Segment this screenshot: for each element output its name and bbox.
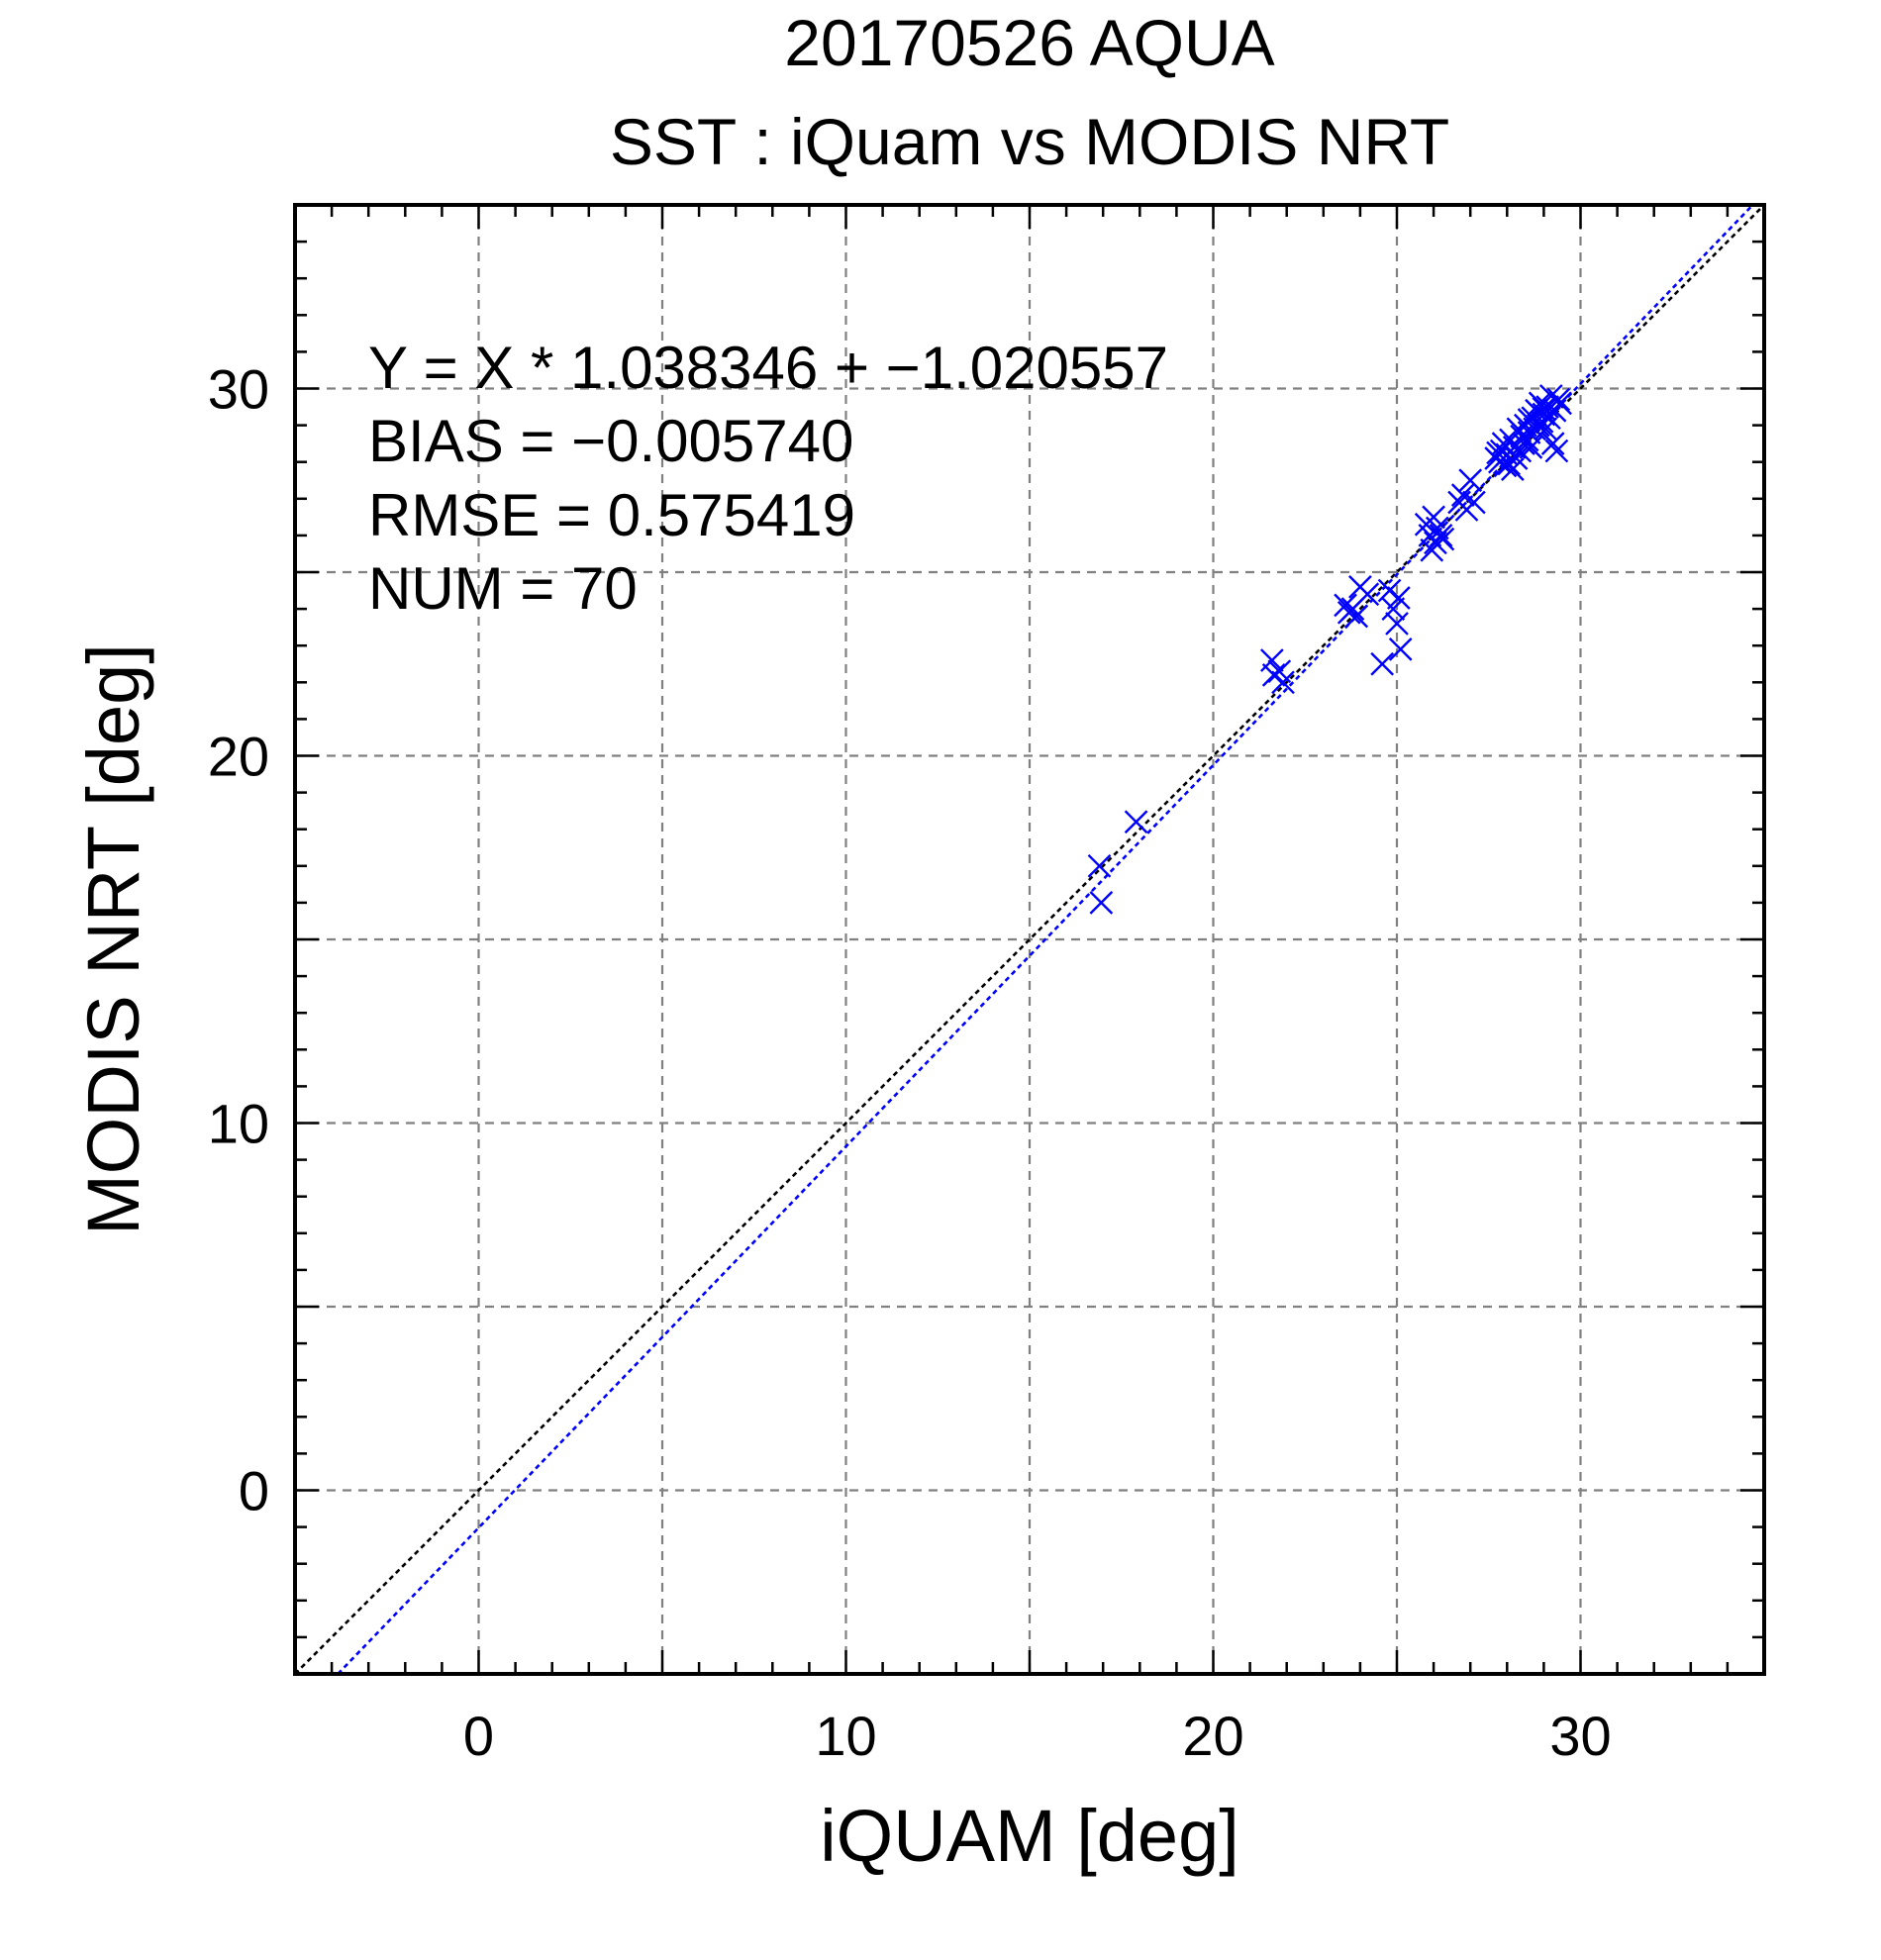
point-stroke [1489, 439, 1514, 463]
point-stroke [1087, 853, 1112, 878]
point-stroke [1267, 659, 1292, 684]
data-point [1462, 490, 1486, 515]
point-stroke [1540, 432, 1565, 455]
data-point [1431, 527, 1455, 551]
point-stroke [1355, 582, 1380, 607]
data-point [1344, 604, 1369, 629]
data-points [1087, 384, 1572, 915]
point-stroke [1532, 397, 1556, 421]
point-stroke [1377, 578, 1402, 603]
chart-subtitle: SST : iQuam vs MODIS NRT [610, 105, 1449, 178]
data-point [1087, 853, 1112, 878]
data-point [1489, 439, 1514, 463]
tick-labels: 0 10 20 30 0 10 20 30 [208, 358, 1612, 1768]
data-point [1450, 483, 1475, 507]
point-stroke [1544, 439, 1569, 463]
data-point [1532, 397, 1556, 421]
point-stroke [1388, 637, 1413, 661]
x-tick-label: 30 [1549, 1705, 1611, 1767]
point-stroke [1497, 451, 1522, 476]
point-stroke [1462, 490, 1486, 515]
data-point [1261, 663, 1286, 687]
data-point [1355, 582, 1380, 607]
data-point [1548, 391, 1572, 416]
point-stroke [1089, 891, 1114, 915]
point-stroke [1334, 593, 1357, 618]
point-stroke [1429, 524, 1453, 547]
data-point [1429, 524, 1453, 547]
data-point [1519, 436, 1543, 459]
data-point [1388, 637, 1413, 661]
point-stroke [1431, 527, 1455, 551]
point-stroke [1387, 586, 1411, 610]
stats-regression-equation: Y = X * 1.038346 + −1.020557 [368, 335, 1168, 401]
point-stroke [1425, 516, 1449, 540]
y-tick-label: 0 [239, 1460, 269, 1522]
point-stroke [1261, 663, 1286, 687]
data-point [1517, 408, 1541, 432]
regression-fit-line [337, 204, 1754, 1675]
stats-num: NUM = 70 [368, 555, 638, 622]
data-point [1124, 810, 1148, 834]
data-point [1385, 612, 1409, 636]
point-stroke [1385, 612, 1409, 636]
point-stroke [1548, 391, 1572, 416]
point-stroke [1124, 810, 1148, 834]
point-stroke [1519, 436, 1543, 459]
point-stroke [1528, 391, 1552, 416]
data-point [1381, 597, 1406, 621]
y-tick-label: 30 [208, 358, 269, 421]
y-tick-label: 10 [208, 1093, 269, 1155]
stats-bias: BIAS = −0.005740 [368, 408, 853, 474]
point-stroke [1515, 428, 1539, 452]
x-tick-label: 20 [1182, 1705, 1243, 1767]
x-tick-label: 0 [463, 1705, 494, 1767]
data-point [1458, 468, 1483, 493]
data-point [1486, 441, 1510, 465]
data-point [1538, 384, 1563, 408]
point-stroke [1506, 417, 1531, 441]
data-point [1370, 651, 1395, 676]
chart-title: 20170526 AQUA [784, 6, 1274, 79]
point-stroke [1538, 384, 1563, 408]
point-stroke [1422, 505, 1445, 530]
y-axis-label: MODIS NRT [deg] [72, 643, 154, 1235]
point-stroke [1546, 387, 1571, 412]
data-point [1544, 439, 1569, 463]
data-point [1540, 432, 1565, 455]
x-tick-label: 10 [815, 1705, 876, 1767]
point-stroke [1271, 670, 1295, 695]
grid-lines [295, 205, 1764, 1674]
x-axis-label: iQUAM [deg] [820, 1795, 1239, 1877]
data-point [1377, 578, 1402, 603]
stats-annotation: Y = X * 1.038346 + −1.020557 BIAS = −0.0… [368, 335, 1168, 622]
point-stroke [1344, 604, 1369, 629]
data-point [1089, 891, 1114, 915]
plot-frame [293, 203, 1766, 1676]
point-stroke [1370, 651, 1395, 676]
data-point [1515, 428, 1539, 452]
stats-rmse: RMSE = 0.575419 [368, 482, 855, 548]
data-point [1546, 387, 1571, 412]
point-stroke [1458, 468, 1483, 493]
data-point [1387, 586, 1411, 610]
point-stroke [1450, 483, 1475, 507]
y-tick-label: 20 [208, 726, 269, 788]
point-stroke [1486, 441, 1510, 465]
point-stroke [1517, 408, 1541, 432]
data-point [1425, 516, 1449, 540]
data-point [1271, 670, 1295, 695]
point-stroke [1381, 597, 1406, 621]
